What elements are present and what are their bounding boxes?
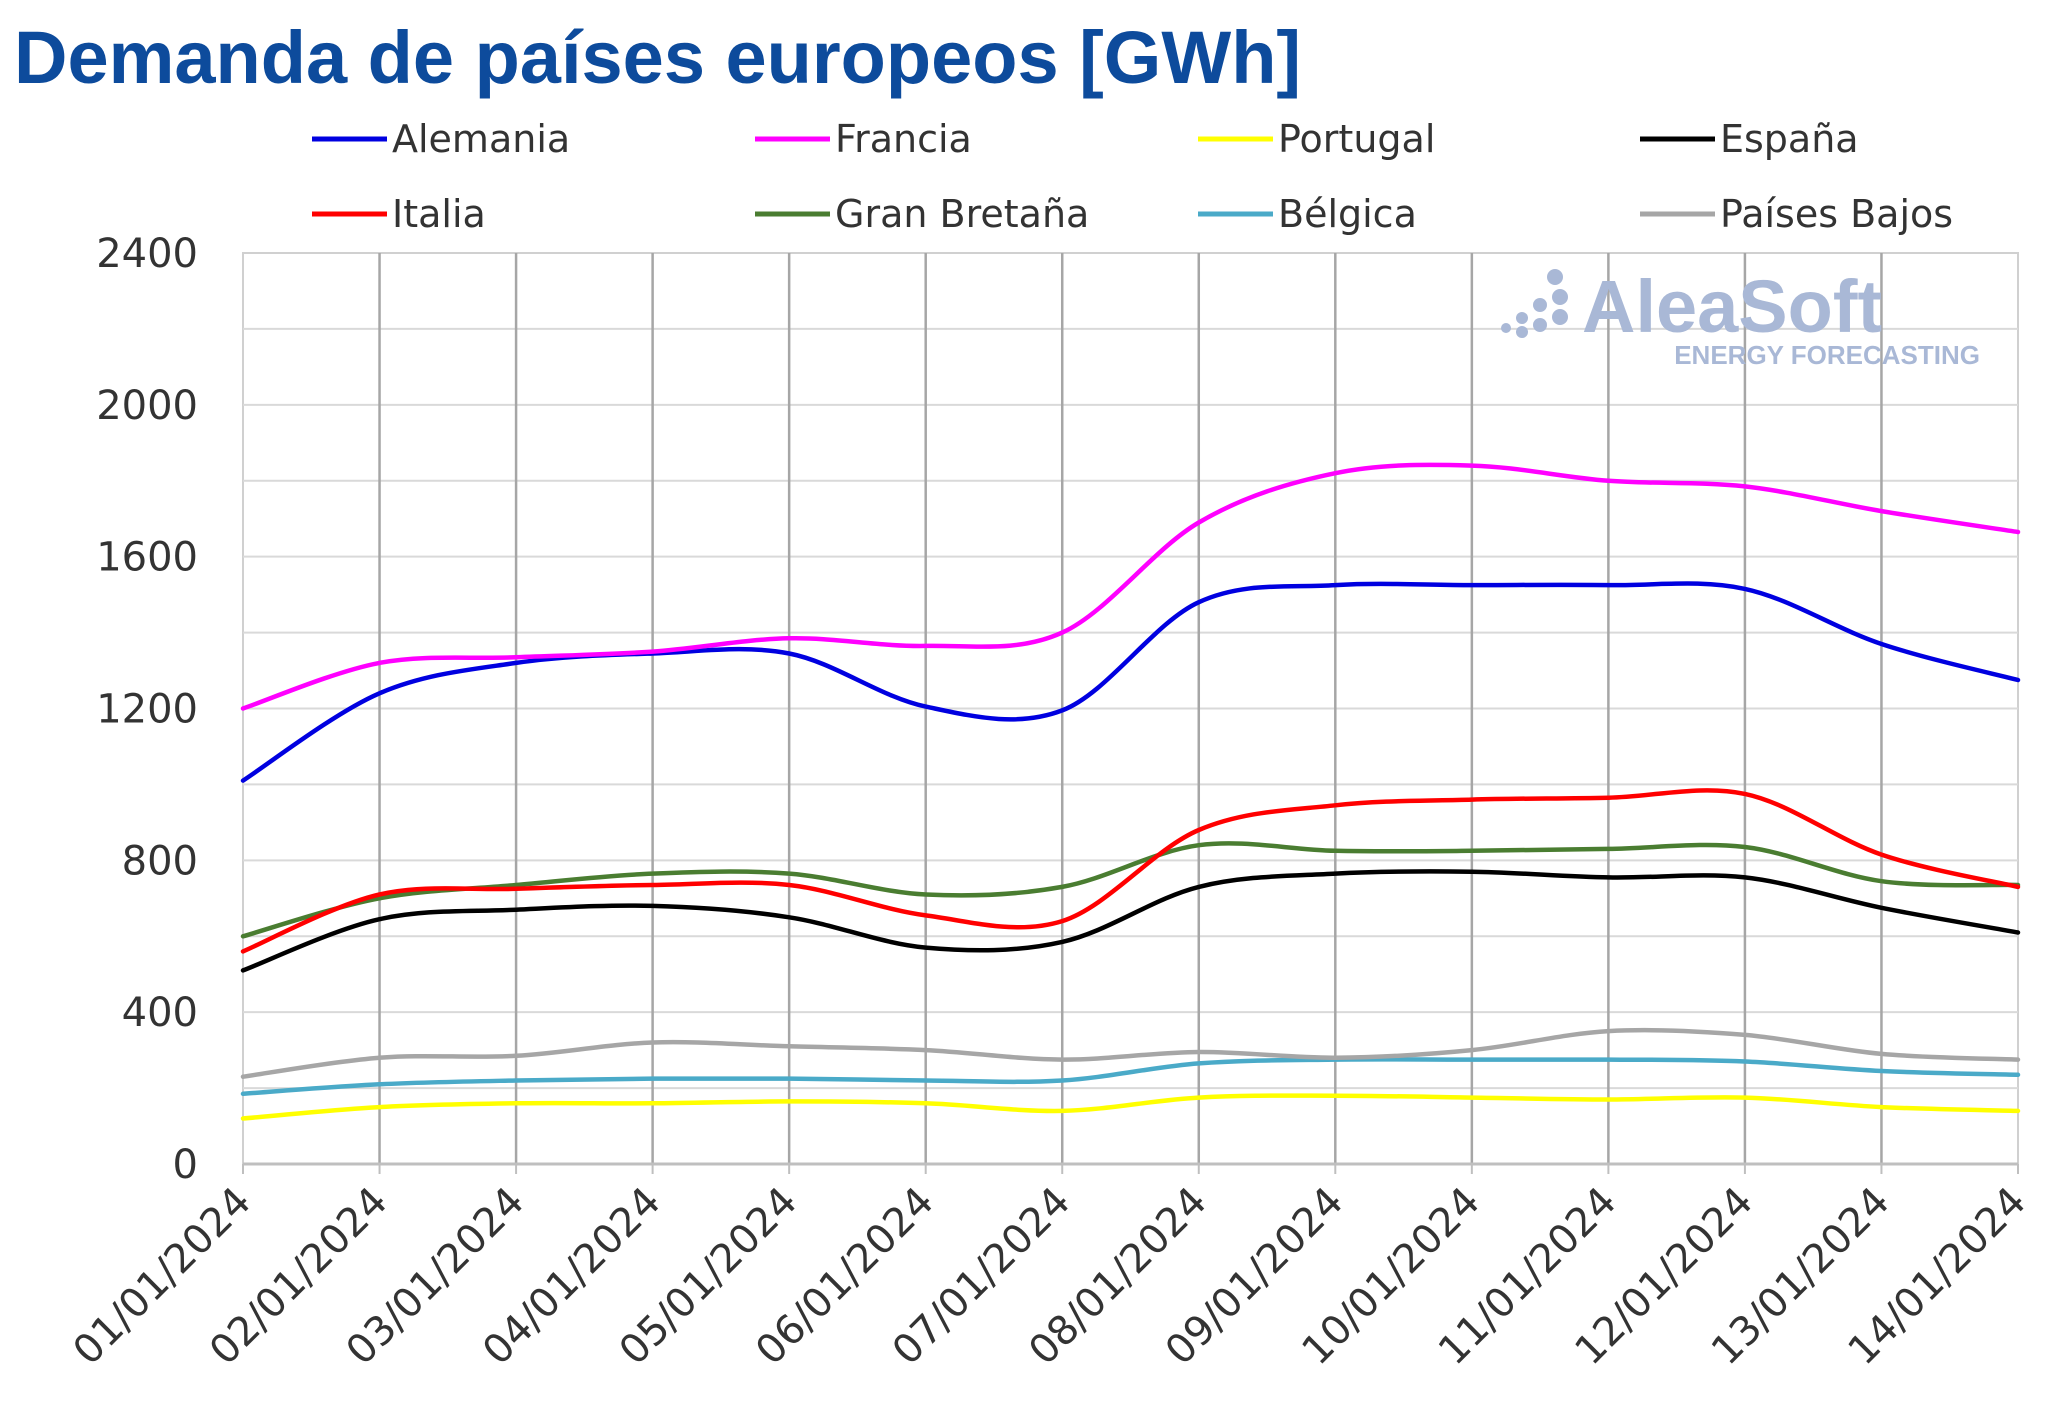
- grid: [242, 252, 2019, 1165]
- series-line-gran-bretana: [240, 841, 2021, 939]
- series-line-alemania: [240, 581, 2021, 783]
- series-line-italia: [240, 788, 2021, 954]
- legend: Alemania Francia Portugal España Italia Gran …: [312, 117, 1953, 236]
- legend-label-belgica: Bélgica: [1278, 192, 1417, 236]
- y-tick-label: 800: [122, 838, 198, 884]
- y-tick-label: 1600: [96, 535, 198, 581]
- series-line-espana: [240, 869, 2021, 973]
- series: [240, 462, 2021, 1121]
- legend-label-paises-bajos: Países Bajos: [1720, 192, 1953, 236]
- series-line-belgica: [240, 1057, 2021, 1097]
- legend-label-italia: Italia: [392, 192, 486, 236]
- legend-label-francia: Francia: [835, 117, 972, 161]
- aleasoft-watermark: AleaSoft ENERGY FORECASTING: [1501, 265, 1980, 370]
- y-tick-label: 1200: [96, 687, 198, 733]
- legend-label-alemania: Alemania: [392, 117, 570, 161]
- y-tick-label: 2400: [96, 231, 198, 277]
- legend-label-gran-bretana: Gran Bretaña: [835, 192, 1089, 236]
- watermark-brand: AleaSoft: [1582, 265, 1882, 348]
- legend-label-portugal: Portugal: [1278, 117, 1435, 161]
- axes: 0400800120016002000240001/01/202402/01/2…: [65, 231, 2036, 1374]
- series-line-francia: [240, 462, 2021, 711]
- series-line-paises-bajos: [240, 1027, 2021, 1079]
- y-tick-label: 2000: [96, 383, 198, 429]
- watermark-tagline: ENERGY FORECASTING: [1674, 340, 1980, 370]
- legend-label-espana: España: [1720, 117, 1859, 161]
- y-tick-label: 0: [173, 1142, 198, 1188]
- chart-title: Demanda de países europeos [GWh]: [14, 16, 1302, 99]
- series-line-portugal: [240, 1093, 2021, 1121]
- y-tick-label: 400: [122, 990, 198, 1036]
- aleasoft-logo-icon: [1501, 269, 1568, 338]
